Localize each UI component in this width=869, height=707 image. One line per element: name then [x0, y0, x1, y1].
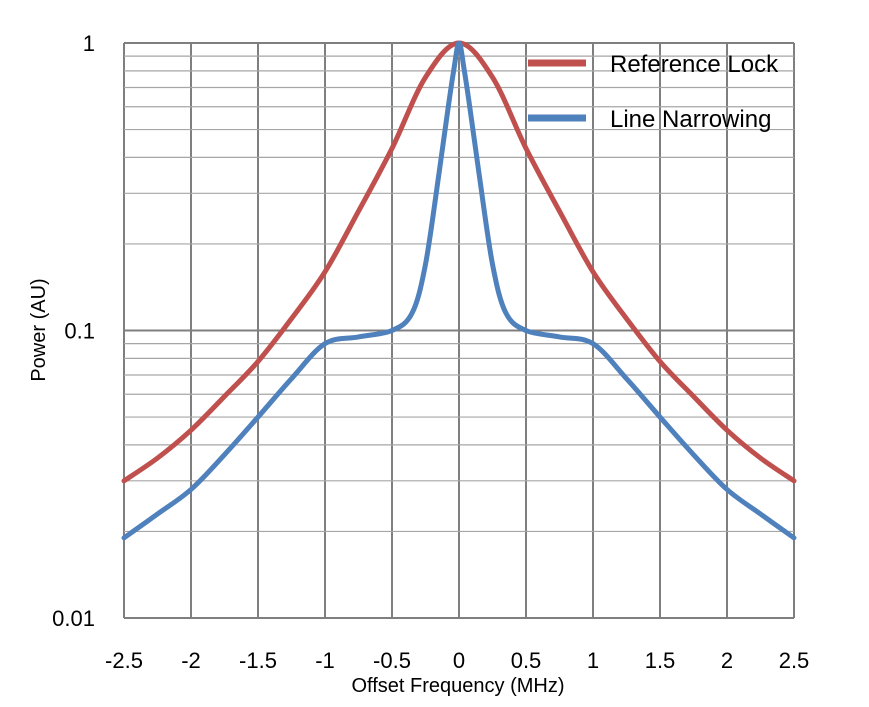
- x-tick-label: -1: [315, 648, 335, 673]
- x-tick-label: 2.5: [779, 648, 810, 673]
- x-tick-label: 1.5: [645, 648, 676, 673]
- y-tick-label: 0.1: [64, 319, 95, 344]
- x-axis-title: Offset Frequency (MHz): [351, 675, 564, 697]
- x-tick-label: 1: [587, 648, 599, 673]
- x-tick-label: -2.5: [105, 648, 143, 673]
- y-axis-title: Power (AU): [28, 278, 50, 381]
- x-tick-label: 0.5: [511, 648, 542, 673]
- x-tick-label: 0: [453, 648, 465, 673]
- x-tick-label: -2: [181, 648, 201, 673]
- legend: Reference Lock Line Narrowing: [528, 51, 779, 133]
- x-tick-label: -0.5: [373, 648, 411, 673]
- x-tick-labels: -2.5 -2 -1.5 -1 -0.5 0 0.5 1 1.5 2 2.5: [105, 648, 809, 673]
- y-tick-labels: 0.01 0.1 1: [52, 31, 95, 631]
- y-tick-label: 0.01: [52, 606, 95, 631]
- y-tick-label: 1: [83, 31, 95, 56]
- legend-label: Line Narrowing: [610, 106, 771, 133]
- series-line-line-narrowing: [121, 40, 797, 541]
- legend-label: Reference Lock: [610, 51, 779, 78]
- series-layer: [121, 40, 797, 541]
- x-tick-label: 2: [721, 648, 733, 673]
- x-tick-label: -1.5: [239, 648, 277, 673]
